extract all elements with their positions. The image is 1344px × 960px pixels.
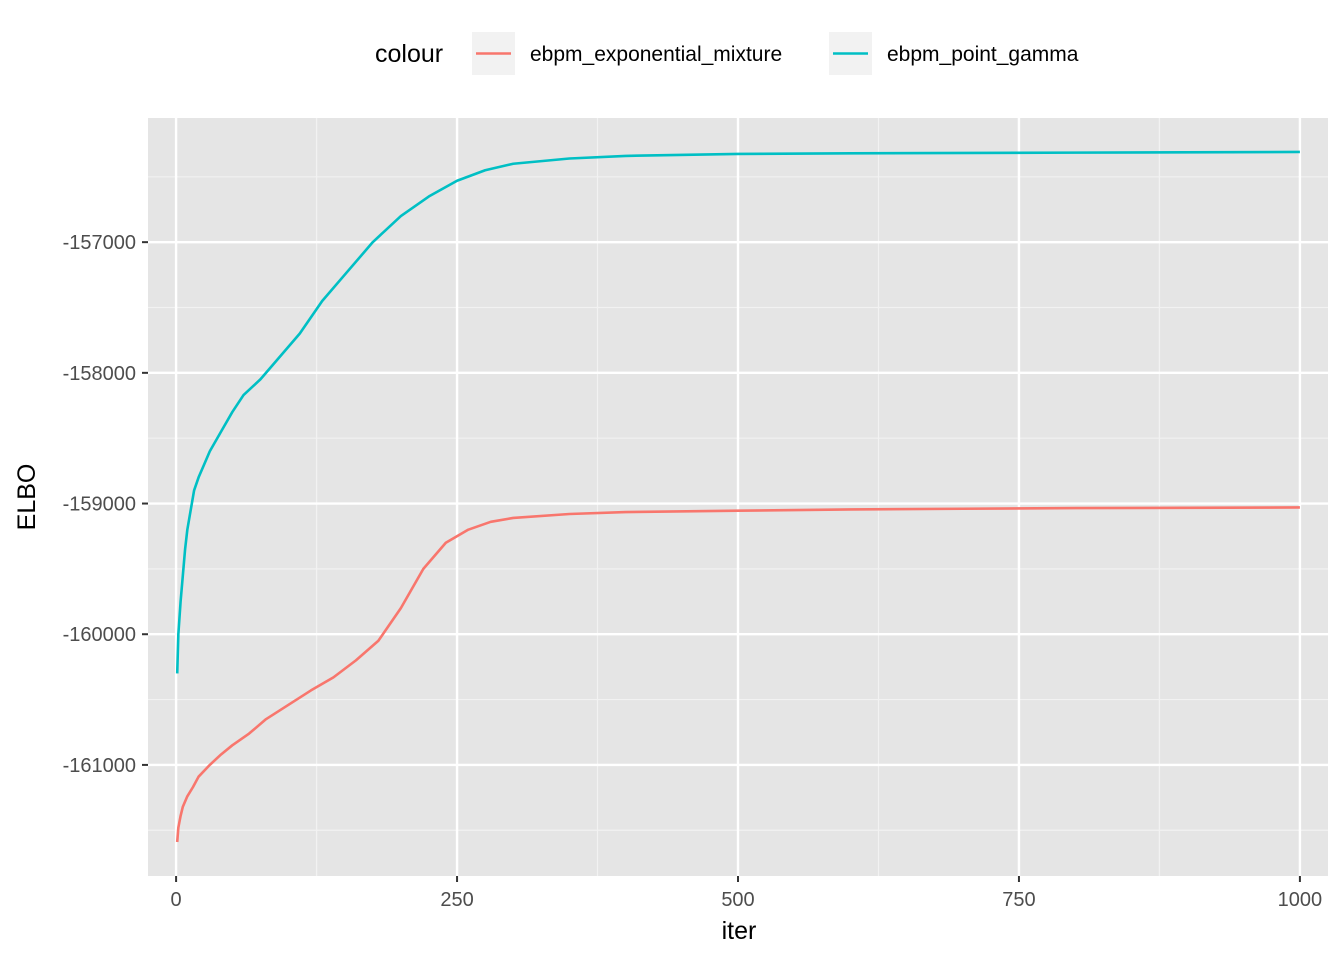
x-tick-label: 250 [440,889,473,911]
legend-label: ebpm_exponential_mixture [530,43,782,66]
y-tick-label: -159000 [63,494,136,516]
series-line-ebpm-point-gamma [175,150,1300,674]
y-tick-label: -157000 [63,232,136,254]
y-axis-title: ELBO [13,464,41,531]
legend-title: colour [375,40,443,68]
x-tick-label: 1000 [1278,889,1323,911]
legend-label: ebpm_point_gamma [887,43,1079,66]
legend: colour ebpm_exponential_mixture ebpm_poin… [375,32,1079,75]
x-tick-label: 500 [721,889,754,911]
x-axis: 0 250 500 750 1000 [171,876,1323,911]
y-tick-label: -161000 [63,755,136,777]
series-line-ebpm-exponential-mixture [175,506,1300,843]
x-tick-label: 0 [171,889,182,911]
series-lines [175,150,1300,843]
y-axis: -161000 -160000 -159000 -158000 -157000 [63,232,148,777]
x-axis-title: iter [722,917,757,945]
x-tick-label: 750 [1002,889,1035,911]
y-tick-label: -160000 [63,624,136,646]
y-tick-label: -158000 [63,363,136,385]
major-gridlines [148,118,1328,876]
